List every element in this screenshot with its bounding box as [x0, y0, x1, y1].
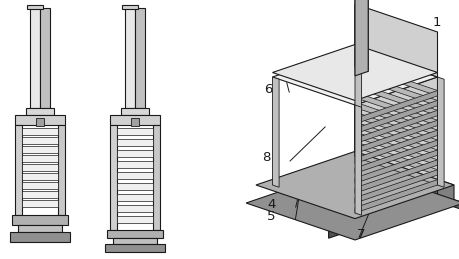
Polygon shape	[354, 142, 437, 175]
Polygon shape	[354, 170, 437, 203]
Text: 7: 7	[356, 228, 365, 241]
Polygon shape	[117, 194, 153, 201]
Polygon shape	[30, 8, 40, 108]
Polygon shape	[22, 164, 58, 171]
Polygon shape	[354, 49, 437, 185]
Text: 6: 6	[263, 83, 272, 96]
Polygon shape	[354, 140, 437, 173]
Polygon shape	[36, 118, 44, 126]
Polygon shape	[121, 108, 149, 115]
Polygon shape	[117, 216, 153, 223]
Polygon shape	[22, 191, 58, 198]
Polygon shape	[354, 122, 437, 155]
Polygon shape	[354, 152, 453, 203]
Polygon shape	[40, 8, 50, 108]
Polygon shape	[328, 194, 437, 238]
Polygon shape	[117, 183, 153, 190]
Text: 3: 3	[432, 143, 441, 156]
Polygon shape	[354, 73, 437, 106]
Polygon shape	[131, 118, 139, 126]
Polygon shape	[134, 8, 145, 108]
Polygon shape	[117, 172, 153, 179]
Polygon shape	[153, 125, 160, 230]
Polygon shape	[22, 173, 58, 180]
Text: 8: 8	[262, 151, 270, 164]
Polygon shape	[27, 5, 43, 9]
Polygon shape	[354, 90, 437, 124]
Polygon shape	[10, 232, 70, 242]
Polygon shape	[354, 77, 437, 213]
Text: 3: 3	[432, 118, 441, 131]
Polygon shape	[354, 166, 459, 210]
Text: 4: 4	[266, 198, 275, 211]
Text: 2: 2	[432, 76, 441, 89]
Polygon shape	[12, 215, 68, 225]
Polygon shape	[58, 125, 65, 215]
Polygon shape	[354, 152, 437, 185]
Polygon shape	[354, 82, 437, 116]
Polygon shape	[117, 150, 153, 157]
Polygon shape	[354, 105, 361, 215]
Polygon shape	[22, 200, 58, 207]
Polygon shape	[15, 115, 65, 125]
Polygon shape	[22, 137, 58, 144]
Text: 5: 5	[266, 210, 275, 223]
Polygon shape	[354, 120, 437, 154]
Polygon shape	[26, 108, 54, 115]
Polygon shape	[22, 182, 58, 189]
Polygon shape	[354, 0, 367, 76]
Polygon shape	[122, 5, 138, 9]
Polygon shape	[107, 230, 162, 238]
Polygon shape	[117, 205, 153, 212]
Polygon shape	[354, 4, 437, 77]
Polygon shape	[15, 125, 22, 215]
Polygon shape	[354, 112, 437, 145]
Polygon shape	[272, 49, 437, 105]
Polygon shape	[117, 161, 153, 168]
Polygon shape	[272, 77, 279, 187]
Polygon shape	[354, 0, 367, 71]
Polygon shape	[354, 160, 437, 193]
Polygon shape	[18, 225, 62, 232]
Polygon shape	[117, 128, 153, 135]
Polygon shape	[354, 100, 437, 134]
Polygon shape	[113, 238, 157, 244]
Polygon shape	[354, 110, 437, 144]
Polygon shape	[354, 130, 437, 163]
Polygon shape	[105, 244, 165, 252]
Polygon shape	[338, 179, 437, 231]
Polygon shape	[246, 166, 459, 240]
Polygon shape	[354, 179, 437, 213]
Polygon shape	[22, 155, 58, 162]
Polygon shape	[354, 49, 361, 159]
Polygon shape	[437, 77, 443, 187]
Polygon shape	[272, 45, 437, 100]
Polygon shape	[354, 150, 437, 183]
Polygon shape	[110, 115, 160, 125]
Text: 1: 1	[432, 16, 441, 29]
Polygon shape	[125, 8, 134, 108]
Polygon shape	[354, 132, 437, 165]
Polygon shape	[117, 139, 153, 146]
Polygon shape	[354, 102, 437, 135]
Polygon shape	[110, 125, 117, 230]
Polygon shape	[22, 128, 58, 135]
Polygon shape	[256, 152, 453, 219]
Polygon shape	[354, 62, 437, 96]
Polygon shape	[22, 146, 58, 153]
Polygon shape	[354, 92, 437, 126]
